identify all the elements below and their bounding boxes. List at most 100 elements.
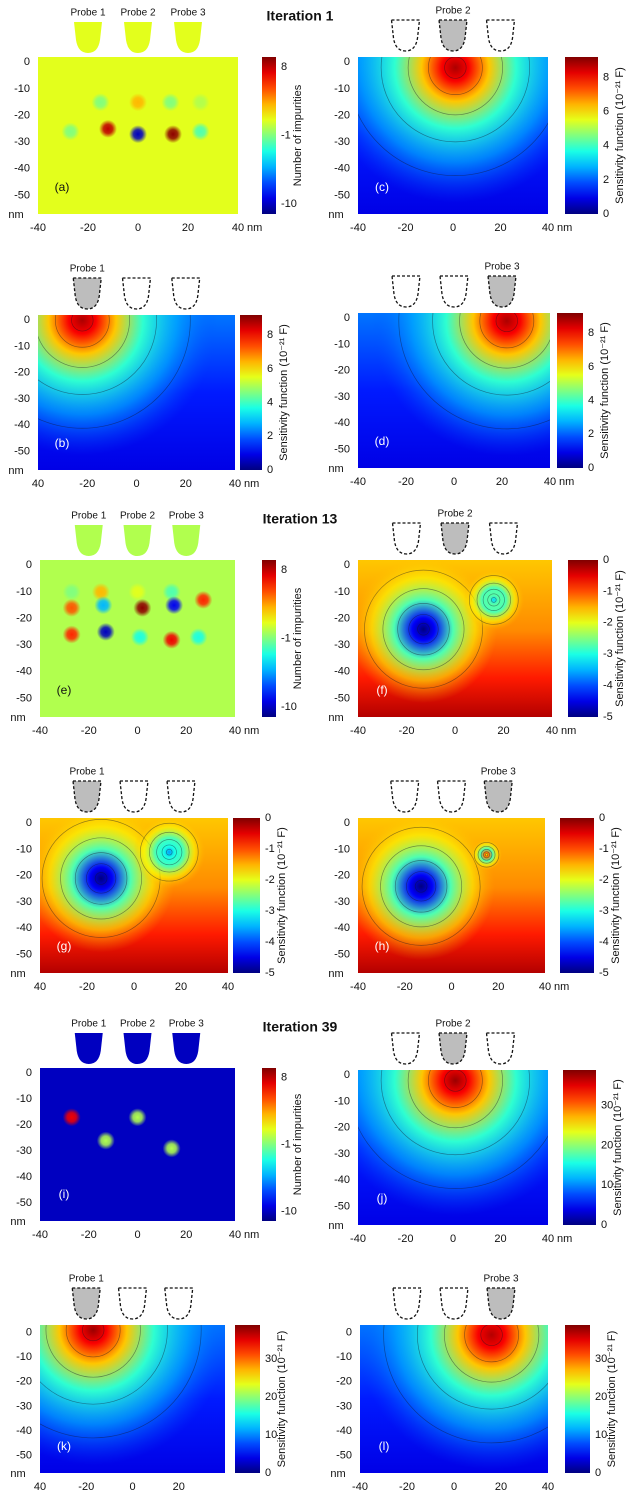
probe: [123, 1033, 152, 1064]
x-tick-label: -40: [350, 725, 366, 737]
impurity: [129, 93, 147, 112]
x-tick-label: 0: [451, 1481, 457, 1493]
colorbar-tick-label: -2: [603, 617, 613, 629]
panel-label: (j): [377, 1191, 388, 1205]
colorbar-tick-label: 0: [603, 554, 609, 566]
panel-label: (l): [379, 1439, 390, 1453]
impurity: [96, 1131, 115, 1150]
y-tick-label: -30: [14, 393, 30, 405]
field-source: [40, 1325, 225, 1465]
contour: [38, 315, 130, 368]
x-tick-label: 20: [182, 222, 194, 234]
probe-label: Probe 3: [484, 262, 519, 273]
impurity: [191, 122, 210, 141]
y-tick-label: -30: [16, 1400, 32, 1412]
x-tick-label: -20: [80, 222, 96, 234]
probe: [488, 522, 519, 555]
y-tick-label: -20: [334, 870, 350, 882]
probe: [166, 780, 196, 813]
impurity: [129, 125, 147, 144]
y-tick-label: -20: [334, 365, 350, 377]
panel-label: (g): [57, 939, 72, 953]
contour: [383, 1325, 548, 1444]
contour: [156, 839, 183, 866]
colorbar: [262, 1068, 276, 1221]
colorbar-tick-label: 2: [267, 430, 273, 442]
colorbar-tick-label: 20: [595, 1391, 607, 1403]
contour: [414, 880, 428, 893]
field-source: [358, 818, 495, 961]
x-tick-label: 20: [175, 981, 187, 993]
colorbar-tick-label: -1: [603, 585, 613, 597]
y-tick-label: -10: [336, 1351, 352, 1363]
y-tick-label: -40: [334, 1174, 350, 1186]
y-tick-label: -50: [16, 1197, 32, 1209]
plot-area: [38, 57, 238, 214]
y-tick-label: -30: [334, 1148, 350, 1160]
x-tick-label: 20: [496, 476, 508, 488]
y-tick-label: -20: [336, 1376, 352, 1388]
probe: [71, 1287, 101, 1320]
colorbar-tick-label: 8: [267, 329, 273, 341]
colorbar-label: Sensitivity function (10⁻²¹ F): [599, 322, 611, 459]
x-tick-label: 0: [450, 1233, 456, 1245]
y-tick-label: 0: [344, 56, 350, 68]
colorbar-tick-label: 8: [281, 564, 287, 576]
colorbar-label: Sensitivity function (10⁻²¹ F): [606, 1331, 618, 1468]
x-tick-label: 40: [539, 981, 551, 993]
y-tick-label: -50: [336, 1450, 352, 1462]
x-tick-label: 40: [542, 222, 554, 234]
probe: [119, 780, 149, 813]
x-tick-label: -40: [352, 1481, 368, 1493]
contour: [459, 313, 550, 369]
field-source: [38, 315, 218, 456]
field-source: [358, 560, 498, 703]
contour: [82, 1325, 105, 1342]
impurity: [189, 628, 208, 647]
contour: [444, 1070, 467, 1092]
impurity: [194, 590, 213, 609]
colorbar-label: Sensitivity function (10⁻²¹ F): [614, 67, 626, 204]
colorbar-label: Sensitivity function (10⁻²¹ F): [278, 324, 290, 461]
x-unit: nm: [557, 222, 572, 234]
x-tick-label: 40: [229, 1229, 241, 1241]
x-tick-label: -40: [350, 476, 366, 488]
colorbar-tick-label: 20: [601, 1139, 613, 1151]
y-tick-label: -20: [334, 109, 350, 121]
panel-label: (i): [59, 1187, 70, 1201]
contour: [477, 845, 496, 864]
colorbar-tick-label: -4: [599, 936, 609, 948]
contour: [382, 588, 465, 671]
plot-area: [358, 560, 552, 717]
y-tick-label: -40: [16, 1425, 32, 1437]
y-tick-label: -50: [334, 692, 350, 704]
probe-label: Probe 1: [69, 767, 104, 778]
x-tick-label: -40: [32, 725, 48, 737]
probe: [485, 19, 516, 52]
x-tick-label: -20: [398, 1233, 414, 1245]
x-tick-label: 0: [135, 222, 141, 234]
y-tick-label: -40: [14, 419, 30, 431]
x-unit: nm: [561, 725, 576, 737]
probe: [391, 275, 421, 308]
y-tick-label: 0: [26, 817, 32, 829]
contour: [149, 831, 190, 873]
y-tick-label: -10: [334, 843, 350, 855]
probe: [123, 525, 152, 556]
colorbar-label: Number of impurities: [292, 587, 304, 689]
probe: [390, 780, 420, 813]
colorbar-tick-label: -2: [265, 874, 275, 886]
contour: [166, 848, 173, 856]
contour: [417, 622, 430, 636]
colorbar-tick-label: 0: [267, 464, 273, 476]
contour: [358, 1126, 548, 1189]
probe-label: Probe 3: [483, 1274, 518, 1285]
contour: [480, 1325, 503, 1347]
y-tick-label: -50: [16, 1450, 32, 1462]
contour: [407, 57, 503, 116]
x-tick-label: -40: [32, 1229, 48, 1241]
contour: [476, 582, 511, 618]
contour: [491, 597, 497, 603]
contour: [74, 852, 128, 905]
probe: [174, 22, 202, 53]
